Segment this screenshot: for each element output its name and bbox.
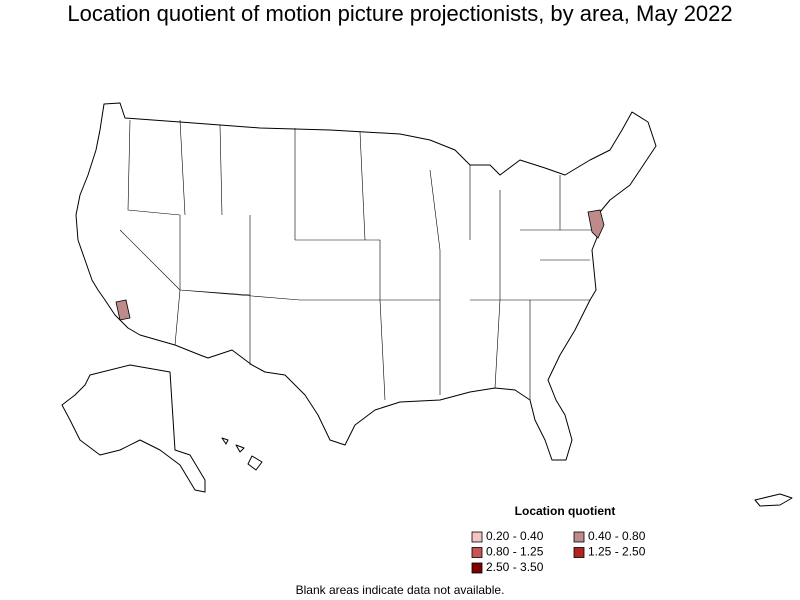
hawaii [221,437,263,471]
legend: 0.20 - 0.40 0.40 - 0.80 0.80 - 1.25 1.25 - … [471,529,646,574]
legend-swatch [471,547,483,558]
legend-swatch [471,531,483,543]
map [61,102,793,507]
puerto-rico [754,493,793,507]
contiguous-us [75,102,657,461]
legend-label: 1.25 - 2.50 [588,545,646,559]
los-angeles-area [115,299,131,321]
legend-label: 0.80 - 1.25 [486,545,544,559]
legend-label: 0.20 - 0.40 [486,529,544,543]
new-york-area [587,209,605,239]
map-title: Location quotient of motion picture proj… [67,1,732,26]
legend-swatch [471,562,483,574]
legend-label: 2.50 - 3.50 [486,560,544,574]
alaska [61,364,206,493]
legend-swatch [573,531,585,543]
footnote: Blank areas indicate data not available. [296,583,505,597]
legend-swatch [573,547,585,558]
legend-label: 0.40 - 0.80 [588,529,646,543]
area-boundaries [119,119,600,401]
legend-title: Location quotient [515,504,616,518]
